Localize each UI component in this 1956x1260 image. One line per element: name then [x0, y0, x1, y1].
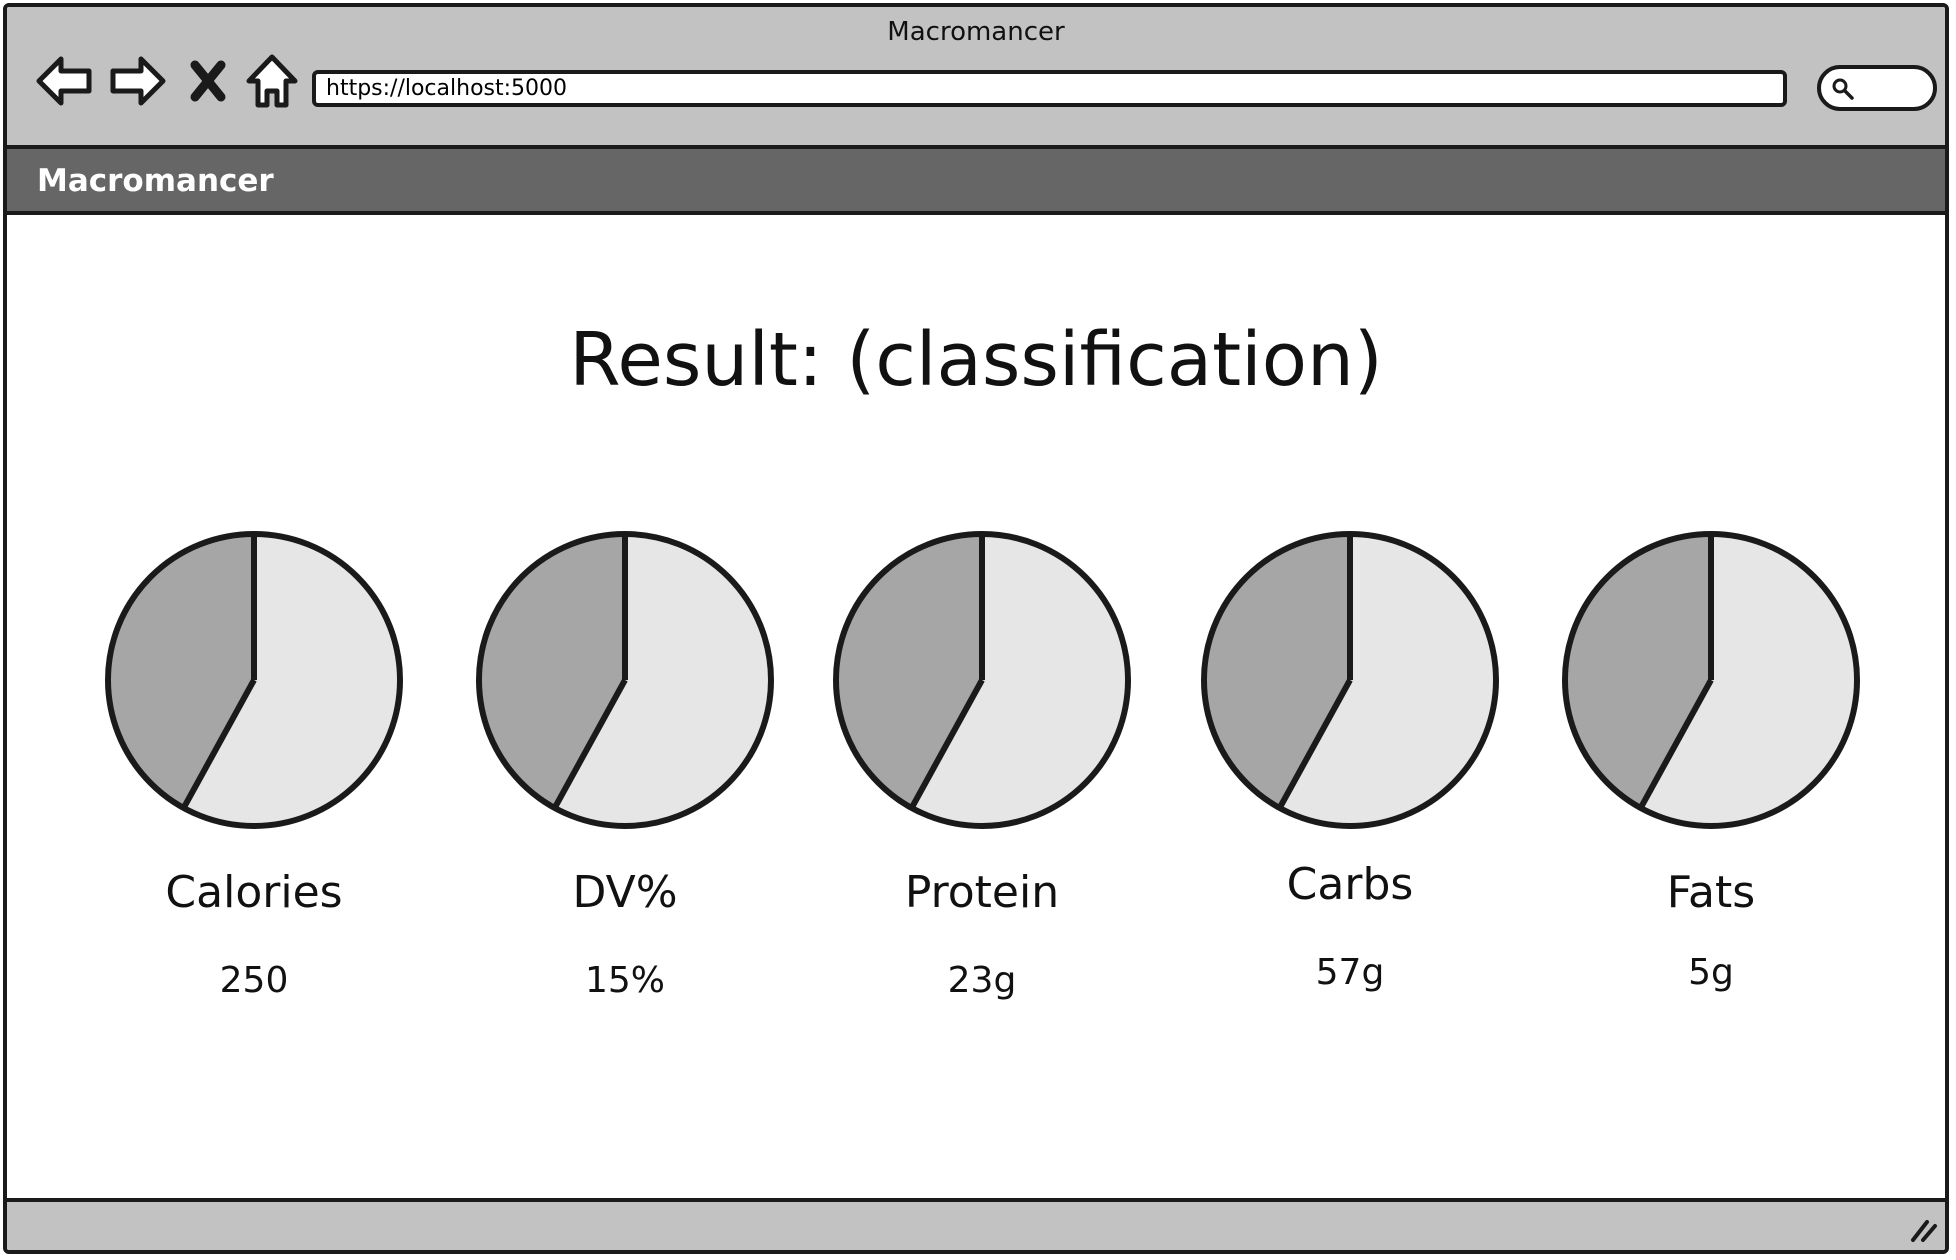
metric-value: 23g: [947, 960, 1017, 1001]
metric-label: Fats: [1666, 867, 1756, 918]
search-field[interactable]: [1817, 65, 1937, 111]
metric-calories: Calories 250: [99, 527, 409, 1001]
metric-value: 5g: [1688, 952, 1734, 993]
metric-label: Carbs: [1286, 859, 1414, 910]
pie-outline: [1562, 531, 1860, 829]
metric-value: 250: [219, 960, 289, 1001]
forward-arrow-icon[interactable]: [107, 51, 169, 111]
pie-slice-0: [836, 534, 982, 808]
pie-slice-0: [479, 534, 625, 808]
pie-slice-1: [1640, 534, 1857, 826]
close-icon[interactable]: [183, 51, 233, 111]
metric-fats: Fats 5g: [1556, 527, 1866, 993]
pie-slice-0: [108, 534, 255, 808]
status-bar: [7, 1198, 1945, 1250]
app-name[interactable]: Macromancer: [37, 163, 274, 199]
pie-slice-0: [1204, 534, 1350, 808]
pie-outline: [105, 531, 403, 829]
window-title: Macromancer: [887, 17, 1065, 47]
url-input[interactable]: https://localhost:5000: [312, 70, 1787, 107]
carbs-pie-chart: [1201, 531, 1499, 829]
resize-grip-icon[interactable]: [1907, 1214, 1939, 1244]
metric-protein: Protein 23g: [827, 527, 1137, 1001]
pie-slice-0: [1565, 534, 1711, 808]
back-arrow-icon[interactable]: [33, 51, 95, 111]
search-icon: [1832, 78, 1854, 100]
dv-pie-chart: [476, 531, 774, 829]
pie-divider-1: [552, 678, 628, 810]
pie-slice-1: [911, 534, 1128, 826]
home-icon[interactable]: [241, 51, 303, 111]
metric-label: Protein: [904, 867, 1060, 918]
pie-divider-1: [181, 678, 257, 810]
browser-titlebar: Macromancer https://localhost:5000: [7, 7, 1945, 149]
calories-pie-chart: [105, 531, 403, 829]
protein-pie-chart: [833, 531, 1131, 829]
metric-carbs: Carbs 57g: [1195, 527, 1505, 993]
pie-slice-1: [183, 534, 401, 826]
metric-dv: DV% 15%: [470, 527, 780, 1001]
pie-outline: [833, 531, 1131, 829]
pie-divider-1: [1638, 678, 1714, 810]
browser-window: Macromancer https://localhost:5000 Macro…: [3, 3, 1949, 1254]
pie-divider-1: [1277, 678, 1353, 810]
fats-pie-chart: [1562, 531, 1860, 829]
pie-slice-1: [1279, 534, 1496, 826]
app-header: Macromancer: [7, 149, 1945, 215]
pie-slice-1: [554, 534, 771, 826]
metric-label: Calories: [165, 867, 343, 918]
metric-value: 57g: [1315, 952, 1385, 993]
metric-label: DV%: [572, 867, 678, 918]
pie-outline: [476, 531, 774, 829]
pie-outline: [1201, 531, 1499, 829]
metric-value: 15%: [584, 960, 665, 1001]
page-title: Result: (classification): [569, 317, 1383, 403]
pie-divider-1: [909, 678, 985, 810]
